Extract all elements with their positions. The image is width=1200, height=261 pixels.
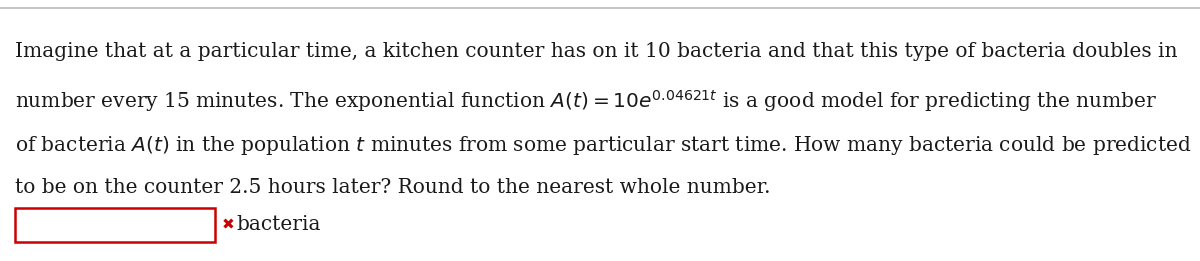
Text: ✖: ✖	[222, 217, 235, 233]
Text: to be on the counter 2.5 hours later? Round to the nearest whole number.: to be on the counter 2.5 hours later? Ro…	[14, 178, 770, 197]
Text: bacteria: bacteria	[236, 216, 320, 234]
Text: of bacteria $A(t)$ in the population $t$ minutes from some particular start time: of bacteria $A(t)$ in the population $t$…	[14, 134, 1192, 157]
FancyBboxPatch shape	[14, 208, 215, 242]
Text: Imagine that at a particular time, a kitchen counter has on it 10 bacteria and t: Imagine that at a particular time, a kit…	[14, 42, 1177, 61]
Text: number every 15 minutes. The exponential function $A(t) = 10e^{0.04621t}$ is a g: number every 15 minutes. The exponential…	[14, 88, 1158, 114]
